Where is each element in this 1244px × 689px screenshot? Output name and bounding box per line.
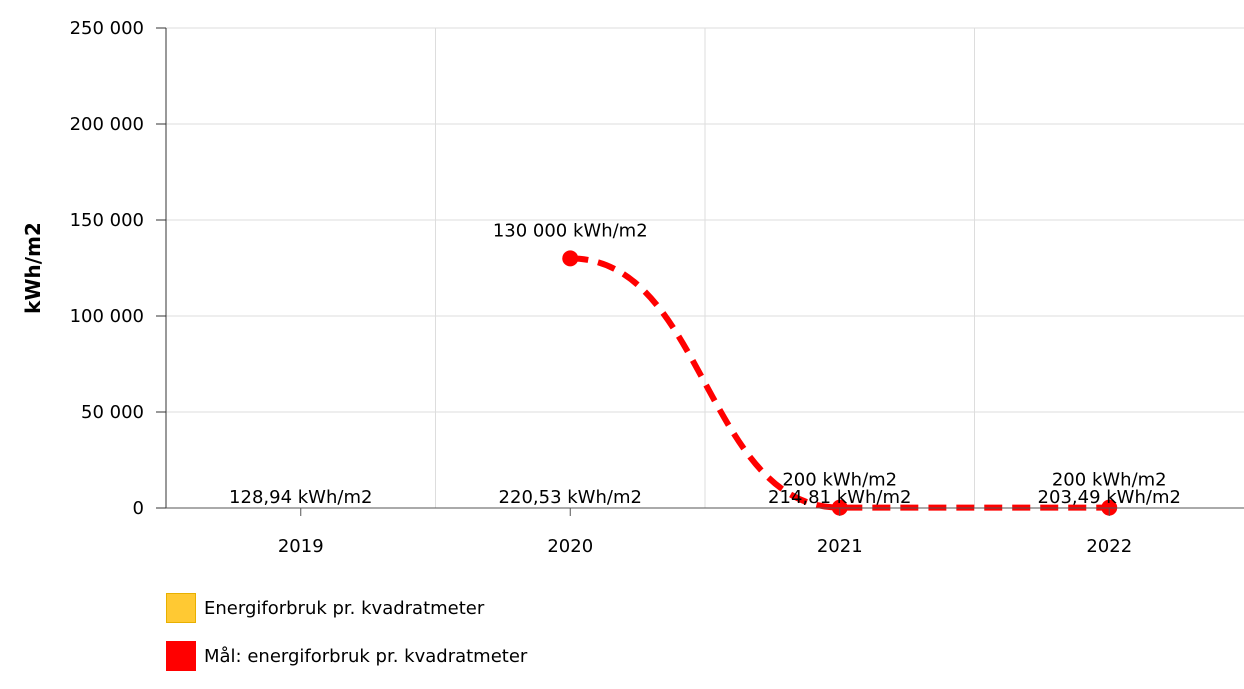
target-data-label: 130 000 kWh/m2 (493, 220, 648, 241)
y-tick-label: 250 000 (70, 18, 144, 39)
legend-label-energy: Energiforbruk pr. kvadratmeter (204, 597, 485, 619)
legend-label-target: Mål: energiforbruk pr. kvadratmeter (204, 645, 528, 667)
bar-data-label: 128,94 kWh/m2 (229, 487, 372, 508)
chart: 0 50 000 100 000 150 000 200 000 250 000 2019 2… (21, 18, 1244, 557)
data-labels: 128,94 kWh/m2 220,53 kWh/m2 214,81 kWh/m2 2… (229, 220, 1181, 508)
legend-item-energy[interactable]: Energiforbruk pr. kvadratmeter (166, 593, 527, 623)
x-tick-label: 2021 (817, 536, 863, 557)
y-tick-label: 200 000 (70, 114, 144, 135)
target-data-label: 200 kWh/m2 (1052, 470, 1167, 491)
legend: Energiforbruk pr. kvadratmeter Mål: ener… (166, 593, 527, 689)
axes: 0 50 000 100 000 150 000 200 000 250 000 2019 2… (70, 18, 1244, 557)
y-axis-label: kWh/m2 (21, 222, 45, 314)
bar-data-label: 214,81 kWh/m2 (768, 487, 911, 508)
target-point (562, 250, 579, 267)
bar-data-label: 220,53 kWh/m2 (499, 487, 642, 508)
x-tick-label: 2022 (1086, 536, 1132, 557)
y-tick-label: 150 000 (70, 210, 144, 231)
grid (166, 27, 1244, 508)
target-data-label: 200 kWh/m2 (782, 470, 897, 491)
x-tick-label: 2019 (278, 536, 324, 557)
x-tick-label: 2020 (547, 536, 593, 557)
legend-swatch-energy (166, 593, 196, 623)
y-tick-label: 50 000 (81, 402, 144, 423)
bar-data-label: 203,49 kWh/m2 (1038, 487, 1181, 508)
y-tick-label: 0 (133, 498, 144, 519)
legend-swatch-target (166, 641, 196, 671)
y-tick-label: 100 000 (70, 306, 144, 327)
legend-item-target[interactable]: Mål: energiforbruk pr. kvadratmeter (166, 641, 527, 671)
